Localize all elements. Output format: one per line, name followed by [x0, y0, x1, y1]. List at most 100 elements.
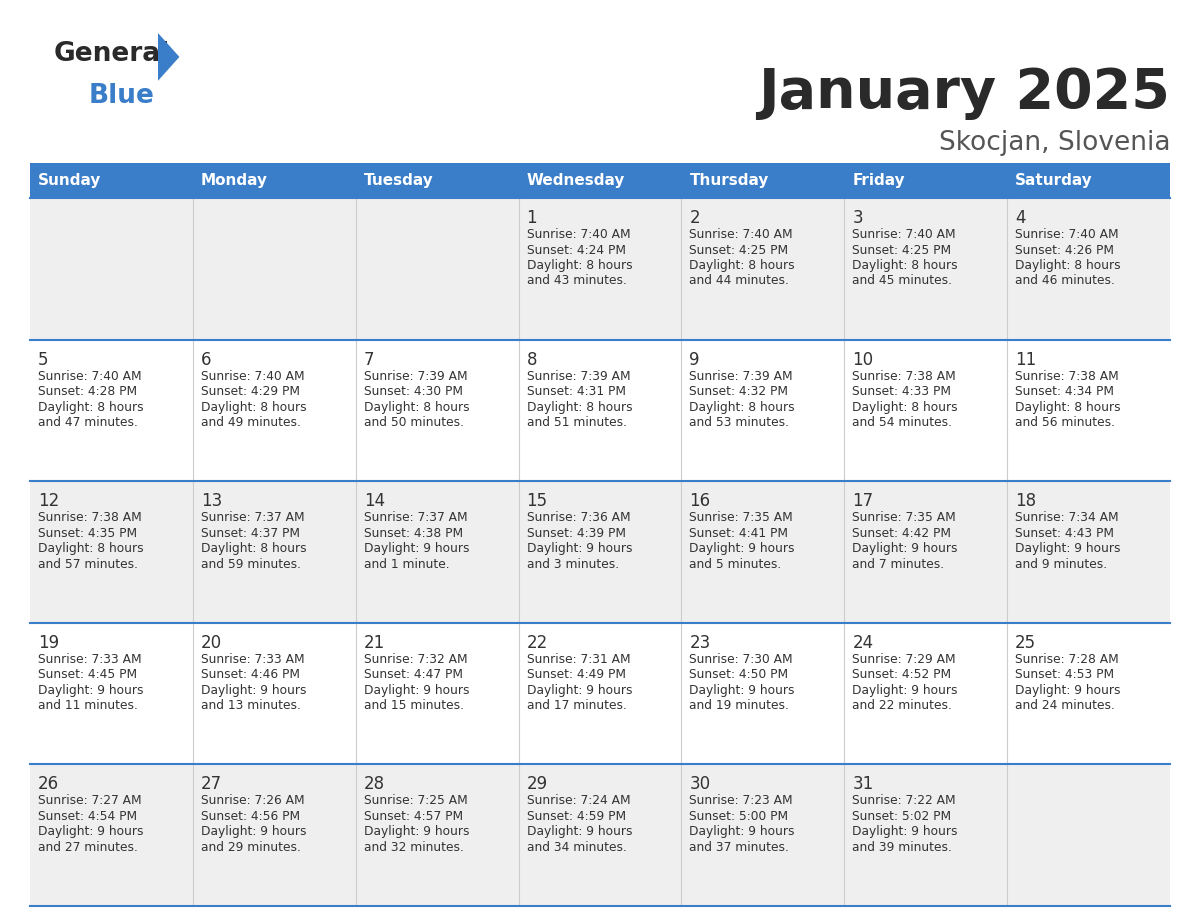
Bar	[30, 198, 1170, 340]
Text: Sunset: 4:37 PM: Sunset: 4:37 PM	[201, 527, 299, 540]
Text: Sunrise: 7:23 AM: Sunrise: 7:23 AM	[689, 794, 794, 808]
Text: Sunset: 4:33 PM: Sunset: 4:33 PM	[852, 385, 952, 398]
Text: and 59 minutes.: and 59 minutes.	[201, 558, 301, 571]
Text: Sunset: 4:57 PM: Sunset: 4:57 PM	[364, 810, 463, 823]
Text: 12: 12	[38, 492, 59, 510]
Text: 9: 9	[689, 351, 700, 369]
Text: Sunset: 4:52 PM: Sunset: 4:52 PM	[852, 668, 952, 681]
Text: and 45 minutes.: and 45 minutes.	[852, 274, 953, 287]
Text: and 57 minutes.: and 57 minutes.	[38, 558, 138, 571]
Text: Daylight: 8 hours: Daylight: 8 hours	[526, 400, 632, 414]
Text: 30: 30	[689, 776, 710, 793]
Text: 18: 18	[1015, 492, 1036, 510]
Text: and 34 minutes.: and 34 minutes.	[526, 841, 626, 854]
Text: Sunrise: 7:25 AM: Sunrise: 7:25 AM	[364, 794, 467, 808]
Text: and 9 minutes.: and 9 minutes.	[1015, 558, 1107, 571]
Text: 25: 25	[1015, 633, 1036, 652]
Text: Daylight: 8 hours: Daylight: 8 hours	[1015, 400, 1120, 414]
Bar	[682, 163, 845, 198]
Text: Sunset: 4:47 PM: Sunset: 4:47 PM	[364, 668, 462, 681]
Text: Monday: Monday	[201, 173, 267, 188]
Text: and 47 minutes.: and 47 minutes.	[38, 416, 138, 429]
Text: Daylight: 8 hours: Daylight: 8 hours	[364, 400, 469, 414]
Text: Sunset: 4:43 PM: Sunset: 4:43 PM	[1015, 527, 1114, 540]
Text: Sunrise: 7:31 AM: Sunrise: 7:31 AM	[526, 653, 630, 666]
Text: and 39 minutes.: and 39 minutes.	[852, 841, 952, 854]
Text: January 2025: January 2025	[758, 66, 1170, 120]
Text: Sunrise: 7:38 AM: Sunrise: 7:38 AM	[38, 511, 141, 524]
Text: Daylight: 8 hours: Daylight: 8 hours	[852, 400, 958, 414]
Text: Sunset: 4:41 PM: Sunset: 4:41 PM	[689, 527, 789, 540]
Text: Sunset: 4:31 PM: Sunset: 4:31 PM	[526, 385, 626, 398]
Text: and 43 minutes.: and 43 minutes.	[526, 274, 626, 287]
Text: Sunset: 4:30 PM: Sunset: 4:30 PM	[364, 385, 462, 398]
Text: 6: 6	[201, 351, 211, 369]
Text: and 15 minutes.: and 15 minutes.	[364, 700, 463, 712]
Text: Sunset: 4:42 PM: Sunset: 4:42 PM	[852, 527, 952, 540]
Text: Sunset: 4:46 PM: Sunset: 4:46 PM	[201, 668, 299, 681]
Text: Sunrise: 7:40 AM: Sunrise: 7:40 AM	[38, 370, 141, 383]
Text: Daylight: 8 hours: Daylight: 8 hours	[38, 400, 144, 414]
Text: Saturday: Saturday	[1015, 173, 1093, 188]
Text: Daylight: 8 hours: Daylight: 8 hours	[201, 543, 307, 555]
Text: and 27 minutes.: and 27 minutes.	[38, 841, 138, 854]
Text: Sunrise: 7:37 AM: Sunrise: 7:37 AM	[201, 511, 304, 524]
Text: Sunrise: 7:29 AM: Sunrise: 7:29 AM	[852, 653, 956, 666]
Text: and 19 minutes.: and 19 minutes.	[689, 700, 789, 712]
Text: and 17 minutes.: and 17 minutes.	[526, 700, 626, 712]
Text: Daylight: 9 hours: Daylight: 9 hours	[852, 684, 958, 697]
Text: and 49 minutes.: and 49 minutes.	[201, 416, 301, 429]
Text: 7: 7	[364, 351, 374, 369]
Text: Sunday: Sunday	[38, 173, 101, 188]
Bar	[355, 163, 519, 198]
Text: Daylight: 9 hours: Daylight: 9 hours	[689, 543, 795, 555]
Text: 11: 11	[1015, 351, 1036, 369]
Text: Daylight: 8 hours: Daylight: 8 hours	[852, 259, 958, 272]
Text: Sunset: 5:00 PM: Sunset: 5:00 PM	[689, 810, 789, 823]
Text: and 51 minutes.: and 51 minutes.	[526, 416, 626, 429]
Text: Sunrise: 7:40 AM: Sunrise: 7:40 AM	[689, 228, 794, 241]
Text: Sunrise: 7:35 AM: Sunrise: 7:35 AM	[689, 511, 794, 524]
Text: and 13 minutes.: and 13 minutes.	[201, 700, 301, 712]
Text: Sunrise: 7:39 AM: Sunrise: 7:39 AM	[526, 370, 630, 383]
Text: Sunset: 4:29 PM: Sunset: 4:29 PM	[201, 385, 299, 398]
Text: and 56 minutes.: and 56 minutes.	[1015, 416, 1116, 429]
Text: and 53 minutes.: and 53 minutes.	[689, 416, 790, 429]
Text: Sunset: 4:28 PM: Sunset: 4:28 PM	[38, 385, 137, 398]
Text: Daylight: 8 hours: Daylight: 8 hours	[689, 400, 795, 414]
Text: Daylight: 9 hours: Daylight: 9 hours	[1015, 543, 1120, 555]
Text: Sunset: 4:54 PM: Sunset: 4:54 PM	[38, 810, 137, 823]
Text: Sunset: 4:53 PM: Sunset: 4:53 PM	[1015, 668, 1114, 681]
Bar	[845, 163, 1007, 198]
Text: 31: 31	[852, 776, 873, 793]
Text: Sunrise: 7:40 AM: Sunrise: 7:40 AM	[526, 228, 630, 241]
Bar	[30, 481, 1170, 622]
Text: Daylight: 9 hours: Daylight: 9 hours	[526, 825, 632, 838]
Text: and 11 minutes.: and 11 minutes.	[38, 700, 138, 712]
Text: Sunset: 4:25 PM: Sunset: 4:25 PM	[852, 243, 952, 256]
Text: Daylight: 8 hours: Daylight: 8 hours	[38, 543, 144, 555]
Text: Daylight: 9 hours: Daylight: 9 hours	[38, 684, 144, 697]
Bar	[30, 340, 1170, 481]
Text: Sunrise: 7:38 AM: Sunrise: 7:38 AM	[1015, 370, 1119, 383]
Text: Sunrise: 7:35 AM: Sunrise: 7:35 AM	[852, 511, 956, 524]
Text: Sunrise: 7:24 AM: Sunrise: 7:24 AM	[526, 794, 630, 808]
Text: Sunrise: 7:40 AM: Sunrise: 7:40 AM	[852, 228, 956, 241]
Text: Sunrise: 7:33 AM: Sunrise: 7:33 AM	[38, 653, 141, 666]
Text: Sunset: 4:49 PM: Sunset: 4:49 PM	[526, 668, 626, 681]
Text: Daylight: 9 hours: Daylight: 9 hours	[526, 684, 632, 697]
Text: 17: 17	[852, 492, 873, 510]
Text: Daylight: 9 hours: Daylight: 9 hours	[201, 825, 307, 838]
Text: Sunrise: 7:38 AM: Sunrise: 7:38 AM	[852, 370, 956, 383]
Text: and 7 minutes.: and 7 minutes.	[852, 558, 944, 571]
Text: and 1 minute.: and 1 minute.	[364, 558, 449, 571]
Text: Sunset: 4:56 PM: Sunset: 4:56 PM	[201, 810, 301, 823]
Text: Sunrise: 7:36 AM: Sunrise: 7:36 AM	[526, 511, 630, 524]
Text: Sunset: 4:35 PM: Sunset: 4:35 PM	[38, 527, 137, 540]
Text: 10: 10	[852, 351, 873, 369]
Text: and 50 minutes.: and 50 minutes.	[364, 416, 463, 429]
Bar	[30, 163, 192, 198]
Text: Daylight: 9 hours: Daylight: 9 hours	[38, 825, 144, 838]
Text: Sunset: 4:59 PM: Sunset: 4:59 PM	[526, 810, 626, 823]
Text: 28: 28	[364, 776, 385, 793]
